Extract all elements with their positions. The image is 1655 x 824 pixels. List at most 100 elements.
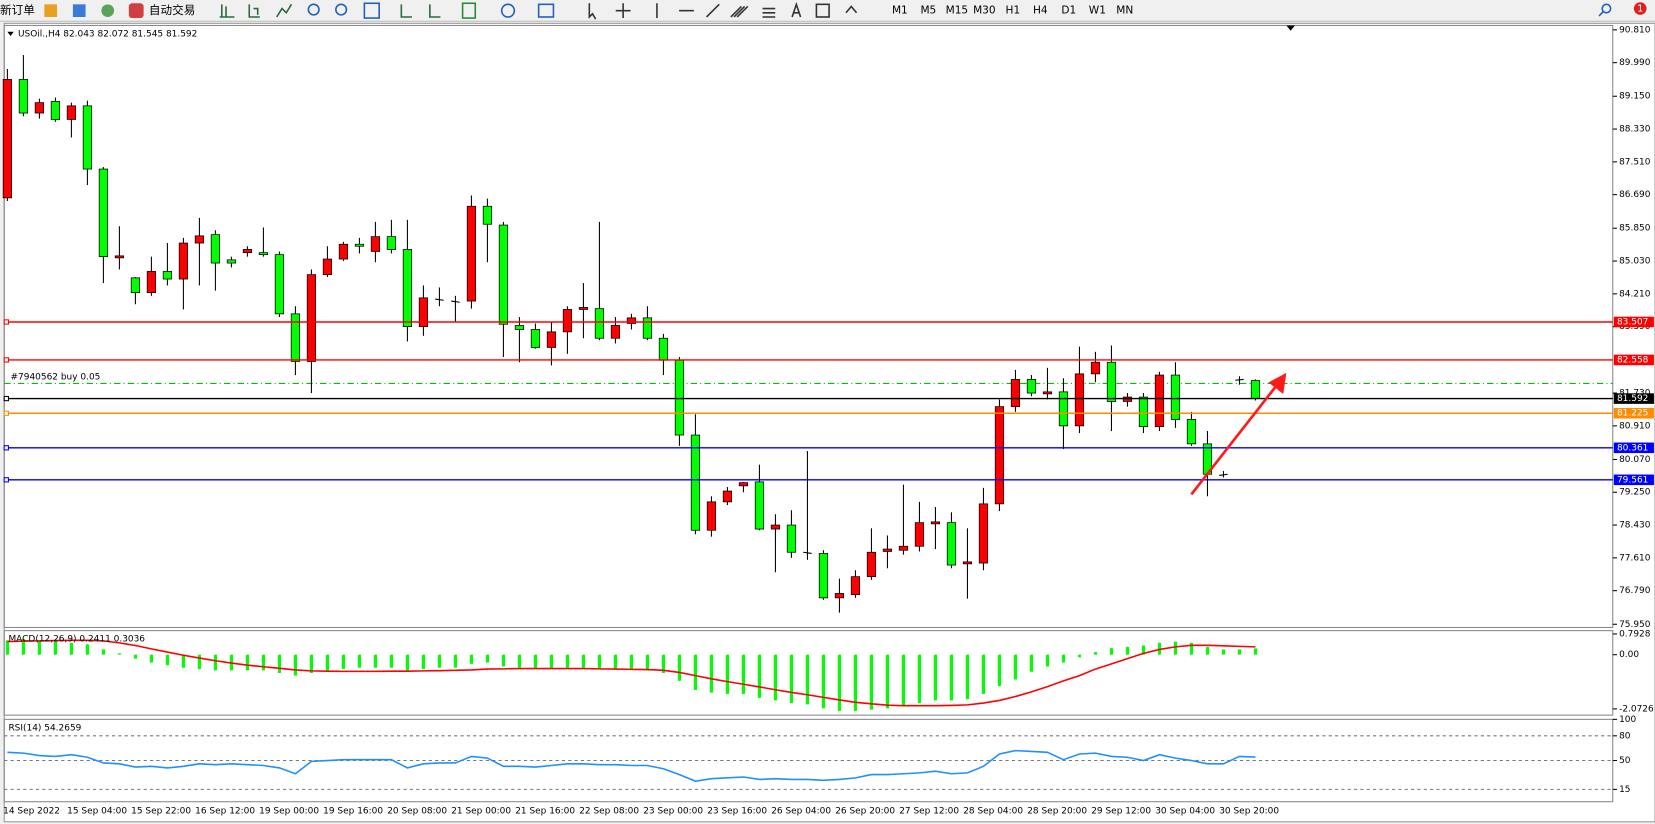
macd-bar <box>997 654 1002 687</box>
icon[interactable] <box>845 5 858 14</box>
candle-body <box>914 522 925 547</box>
candle-body <box>1154 374 1165 428</box>
level-tag <box>1613 354 1654 366</box>
icon[interactable] <box>815 3 830 18</box>
icon[interactable] <box>500 3 516 18</box>
candle-body <box>834 593 845 599</box>
icon[interactable] <box>615 3 631 19</box>
level-handle <box>3 319 9 325</box>
icon[interactable] <box>706 3 720 18</box>
macd-bar <box>1061 654 1066 663</box>
icon[interactable] <box>101 4 115 17</box>
candle-body <box>242 249 252 254</box>
icon[interactable] <box>730 5 749 18</box>
level-tag <box>1613 442 1654 454</box>
chart-window <box>3 22 1655 823</box>
candle-body <box>1058 391 1069 427</box>
macd-bar <box>565 654 570 668</box>
candle-body <box>1138 396 1149 428</box>
macd-bar <box>37 640 41 655</box>
candle-body <box>530 329 541 348</box>
x-tick-label: 15 Sep 04:00 <box>67 807 127 817</box>
macd-bar <box>69 642 73 655</box>
auto-trading-icon[interactable] <box>128 3 144 19</box>
icon[interactable] <box>219 4 235 18</box>
candle-body <box>306 274 317 362</box>
timeframe-button[interactable]: D1 <box>1061 5 1076 17</box>
search-icon[interactable] <box>1601 3 1612 14</box>
icon[interactable] <box>248 4 260 18</box>
icon[interactable] <box>537 3 555 18</box>
x-tick-label: 28 Sep 04:00 <box>963 807 1023 817</box>
candle-body <box>1042 391 1053 395</box>
candle-body <box>1170 374 1181 420</box>
candle-body <box>226 259 236 264</box>
candle-body <box>98 168 108 258</box>
macd-bar <box>21 638 25 655</box>
notification-badge[interactable] <box>1633 2 1647 15</box>
new-order-button[interactable]: 新订单 <box>0 3 35 17</box>
candle-body <box>435 298 444 301</box>
y-tick-label: 80 <box>1619 731 1631 741</box>
icon[interactable] <box>400 4 412 18</box>
y-tick-label: 100 <box>1619 715 1636 725</box>
timeframe-button[interactable]: M1 <box>892 5 908 17</box>
candle-body <box>898 545 909 551</box>
x-tick-label: 22 Sep 08:00 <box>579 807 639 817</box>
icon[interactable] <box>791 1 802 18</box>
macd-bar <box>725 654 730 694</box>
candle-body <box>1026 379 1037 394</box>
icon[interactable] <box>276 3 293 18</box>
timeframe-button[interactable]: MN <box>1116 5 1133 17</box>
candle-body <box>1219 473 1228 476</box>
icon[interactable] <box>429 4 441 18</box>
macd-bar <box>389 654 393 668</box>
macd-bar <box>181 654 185 668</box>
candle-body <box>1010 379 1021 408</box>
timeframe-button[interactable]: M30 <box>973 5 996 17</box>
icon[interactable] <box>762 7 776 18</box>
icon[interactable] <box>588 3 597 20</box>
icon[interactable] <box>44 4 58 17</box>
candle-body <box>930 521 941 525</box>
macd-signal-line <box>7 639 1256 707</box>
candle-body <box>658 337 669 361</box>
level-handle <box>3 357 9 363</box>
timeframe-button[interactable]: H1 <box>1006 5 1021 17</box>
auto-trading-button[interactable]: 自动交易 <box>149 3 195 17</box>
macd-bar <box>533 654 538 670</box>
timeframe-button[interactable]: W1 <box>1089 5 1106 17</box>
icon[interactable] <box>363 2 380 19</box>
macd-bar <box>837 654 842 711</box>
candle-body <box>594 308 605 339</box>
timeframe-button[interactable]: M15 <box>946 5 969 17</box>
icon[interactable] <box>307 3 320 16</box>
candle-body <box>274 254 285 315</box>
candle-body <box>1106 361 1117 402</box>
macd-bar <box>437 654 441 668</box>
arrow-annotation <box>1190 372 1287 496</box>
x-tick-label: 30 Sep 20:00 <box>1219 807 1279 817</box>
rsi-line <box>7 749 1256 782</box>
icon[interactable] <box>72 4 86 17</box>
icon[interactable] <box>461 2 477 19</box>
macd-bar <box>453 654 457 668</box>
level-handle <box>3 445 9 451</box>
x-tick-label: 27 Sep 12:00 <box>899 807 959 817</box>
macd-bar <box>421 654 425 670</box>
symbol-menu[interactable] <box>7 31 14 37</box>
candle-body <box>178 242 188 280</box>
timeframe-button[interactable]: M5 <box>920 5 936 17</box>
icon[interactable] <box>335 3 348 16</box>
macd-bar <box>741 654 746 694</box>
candle-body <box>402 249 413 328</box>
timeframe-button[interactable]: H4 <box>1033 5 1048 17</box>
candle-body <box>514 325 525 330</box>
indicator-title: MACD(12,26,9) 0.2411 0.3036 <box>8 635 145 645</box>
candle-body <box>786 524 797 553</box>
macd-bar <box>789 654 794 704</box>
candle-body <box>850 576 861 596</box>
macd-bar <box>85 644 89 655</box>
shift-marker <box>1286 25 1295 31</box>
